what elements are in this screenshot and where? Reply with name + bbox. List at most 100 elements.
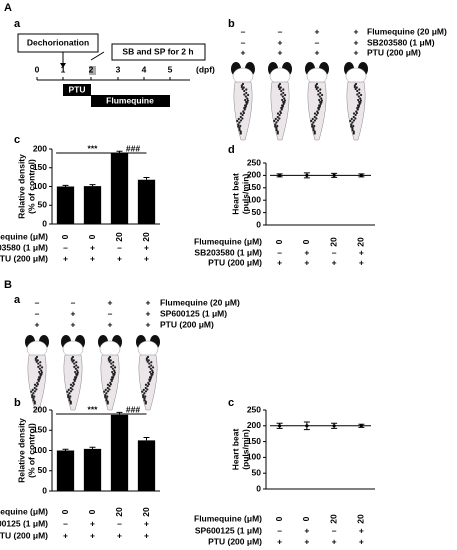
panel-label: A (4, 2, 12, 14)
larva-pigment (313, 115, 316, 119)
larva-pigment (32, 397, 35, 400)
larva-pigment (357, 95, 360, 98)
larva-pigment (320, 93, 324, 97)
larva-pigment (237, 123, 240, 126)
bar (110, 414, 129, 491)
error-bar (62, 448, 69, 451)
y-tick-label: 50 (38, 465, 48, 475)
larva-pigment (280, 89, 283, 93)
larva-pigment (358, 91, 361, 95)
panel-label: a (14, 294, 21, 306)
y-tick-label: 150 (33, 162, 47, 172)
larva-pigment (278, 117, 281, 120)
larva-pigment (274, 125, 277, 128)
error-bar (331, 172, 338, 178)
larva-pigment (239, 132, 242, 135)
condition-sign: + (144, 242, 149, 252)
timeline-tick-label: 2 (89, 64, 94, 74)
larva-pigment (276, 115, 279, 119)
bar (83, 448, 102, 491)
larva-pigment (274, 117, 277, 121)
larva-pigment (353, 85, 356, 89)
larva-pigment (352, 115, 355, 119)
larva-pigment (33, 400, 36, 403)
larva-pigment (75, 372, 78, 376)
larva-pigment (313, 124, 316, 128)
larva-pigment (73, 376, 77, 379)
larva-pigment (238, 121, 241, 124)
larva-pigment (276, 119, 280, 122)
larva-pigment (76, 371, 80, 374)
larva-pigment (239, 130, 242, 133)
larva-pigment (311, 125, 314, 128)
condition-label: PTU (200 μM) (0, 530, 48, 540)
condition-sign: + (359, 536, 364, 546)
larva-pigment (283, 97, 286, 100)
larva-head (26, 340, 48, 358)
larva-pigment (151, 369, 154, 372)
x-tick-label: 0 (60, 234, 70, 239)
larva-pigment (311, 117, 314, 121)
larva-pigment (316, 111, 319, 115)
y-tick-label: 50 (38, 200, 48, 210)
timeline-tick-label: 4 (142, 64, 147, 74)
larva-pigment (67, 393, 70, 397)
larva-pigment (275, 121, 278, 124)
larva-pigment (317, 89, 320, 93)
y-tick-label: 0 (256, 483, 261, 493)
condition-sign: – (332, 247, 337, 257)
larva-pigment (149, 367, 152, 370)
larva-pigment (37, 376, 41, 379)
larva-pigment (35, 360, 38, 363)
significance-label: *** (88, 143, 99, 153)
larva-pigment (144, 395, 147, 398)
y-axis-title: (% of control) (26, 159, 36, 214)
larva-pigment (74, 367, 77, 370)
larva-pigment (144, 390, 148, 393)
larva-pigment (150, 374, 153, 377)
y-axis-title: (puls/min) (240, 174, 250, 215)
larva-pigment (351, 121, 354, 124)
larva-pigment (283, 93, 287, 97)
larva-pigment (237, 117, 240, 121)
larva-pigment (144, 400, 147, 403)
larva-pigment (276, 132, 279, 135)
larva-pigment (239, 112, 243, 115)
timeline-label: Flumequine (106, 95, 154, 105)
larva-pigment (69, 395, 72, 398)
larva-pigment (244, 95, 247, 98)
bar (83, 186, 102, 224)
larva-pigment (276, 112, 280, 115)
larva-pigment (111, 370, 114, 374)
larva-pigment (236, 119, 239, 123)
larva-pigment (275, 126, 278, 130)
condition-sign: + (304, 525, 309, 535)
larva-pigment (315, 117, 318, 120)
larva-pigment (69, 386, 72, 390)
x-axis-title: Flumequine (μM) (194, 513, 262, 523)
larva-pigment (281, 106, 284, 109)
larva-pigment (355, 111, 358, 115)
treatment-sign: – (35, 308, 40, 318)
larva-pigment (238, 128, 241, 132)
y-axis-title: (puls/min) (240, 429, 250, 470)
treatment-label: SP600125 (1 μM) (160, 308, 227, 318)
larva-pigment (318, 98, 321, 102)
larva-pigment (105, 397, 108, 400)
larva-pigment (112, 364, 115, 367)
larva-pigment (244, 106, 247, 109)
larva-pigment (358, 100, 361, 104)
larva-pigment (108, 388, 111, 391)
y-tick-label: 250 (247, 404, 261, 414)
condition-sign: + (90, 530, 95, 540)
larva-pigment (316, 86, 319, 89)
panel-label: B (4, 279, 12, 291)
y-tick-label: 50 (252, 467, 262, 477)
timeline-tick-label: 3 (116, 64, 121, 74)
bar (137, 179, 156, 224)
y-axis-title: Relative density (16, 418, 26, 483)
larva-pigment (351, 126, 354, 130)
larva-pigment (142, 395, 145, 399)
condition-sign: + (90, 518, 95, 528)
error-bar (89, 446, 96, 449)
